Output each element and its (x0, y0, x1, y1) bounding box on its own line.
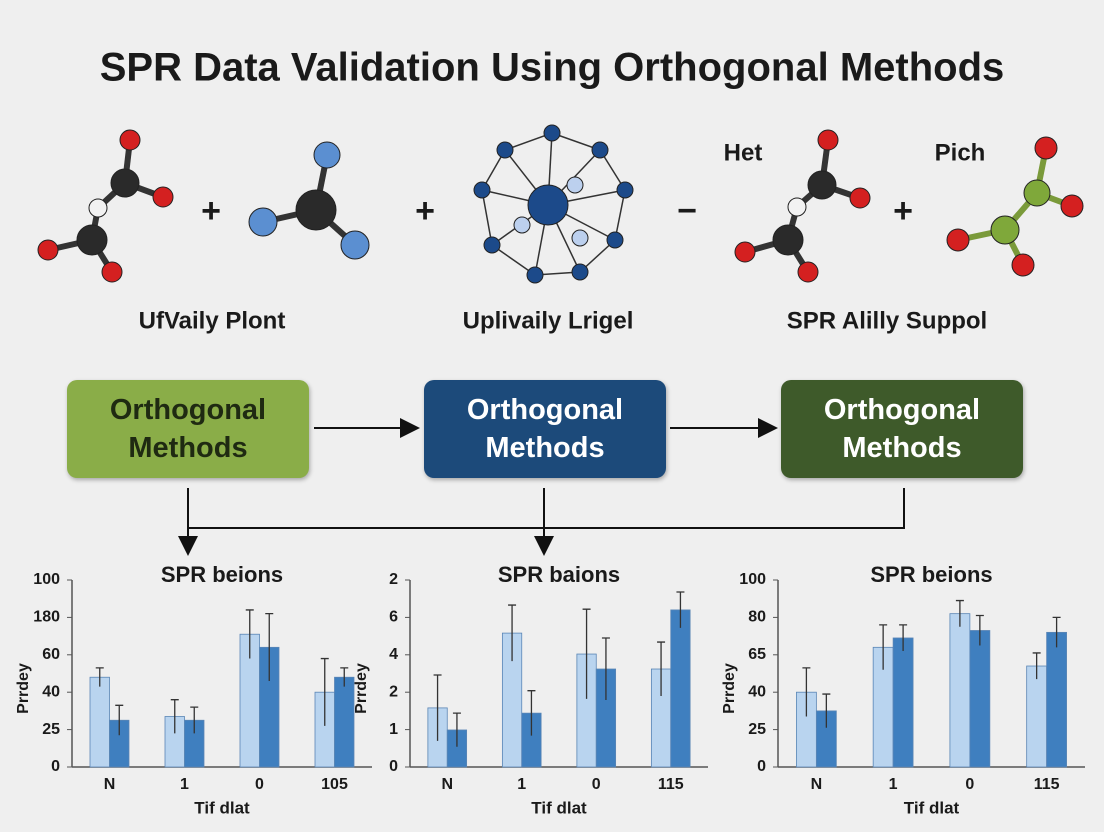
error-bar (601, 637, 610, 701)
bar (969, 630, 991, 768)
x-tick-label: 1 (517, 776, 526, 793)
method-box: Orthogonal Methods (67, 380, 309, 478)
y-tick-label: 0 (757, 758, 766, 775)
y-tick-label: 80 (748, 609, 766, 626)
error-bar (899, 624, 908, 652)
y-tick-label: 4 (389, 646, 398, 663)
error-bar (95, 667, 104, 687)
y-tick-label: 40 (748, 683, 766, 700)
bar (334, 676, 355, 768)
y-tick-label: 0 (51, 758, 60, 775)
y-tick-label: 1 (389, 721, 398, 738)
annotation: Pich (935, 139, 986, 166)
error-bar (433, 674, 442, 741)
method-box: Orthogonal Methods (424, 380, 666, 478)
error-bar (955, 599, 964, 627)
operator: + (415, 192, 435, 230)
atoms (37, 124, 1084, 284)
error-bar (527, 690, 536, 736)
chart-title: SPR beions (870, 562, 992, 587)
error-bar (657, 641, 666, 696)
error-bar (452, 712, 461, 747)
error-bar (320, 657, 329, 726)
error-bar (190, 706, 199, 734)
x-tick-label: 115 (658, 776, 684, 793)
error-bar (676, 591, 685, 628)
error-bar (245, 609, 254, 659)
x-tick-label: 1 (180, 776, 189, 793)
y-tick-label: 100 (739, 571, 766, 588)
molecule-label: Uplivaily Lrigel (463, 307, 634, 334)
y-tick-label: 40 (42, 683, 60, 700)
x-tick-label: 0 (592, 776, 601, 793)
error-bar (1052, 616, 1061, 648)
error-bar (822, 693, 831, 728)
y-axis-label: Prrdey (721, 663, 738, 714)
y-tick-label: 65 (748, 646, 766, 663)
bar (949, 613, 971, 768)
y-tick-label: 25 (42, 721, 60, 738)
connectors (178, 418, 905, 556)
y-tick-label: 180 (33, 609, 60, 626)
method-box: Orthogonal Methods (781, 380, 1023, 478)
error-bar (508, 604, 517, 662)
error-bar (170, 699, 179, 734)
error-bar (582, 608, 591, 699)
error-bar (975, 614, 984, 646)
bar (89, 676, 110, 768)
y-tick-label: 100 (33, 571, 60, 588)
x-tick-label: N (441, 776, 453, 793)
error-bar (802, 667, 811, 717)
y-tick-label: 2 (389, 571, 398, 588)
error-bar (265, 613, 274, 681)
x-tick-label: N (811, 776, 823, 793)
bar (892, 637, 914, 768)
y-tick-label: 6 (389, 609, 398, 626)
x-tick-label: 0 (255, 776, 264, 793)
x-tick-label: N (104, 776, 116, 793)
y-tick-label: 25 (748, 721, 766, 738)
title: SPR Data Validation Using Orthogonal Met… (100, 46, 1005, 90)
bar (670, 609, 691, 768)
y-tick-label: 2 (389, 683, 398, 700)
error-bar (115, 704, 124, 736)
annotation: Het (724, 139, 763, 166)
bar (1026, 665, 1048, 768)
y-axis-label: Prrdey (353, 663, 370, 714)
error-bar (340, 667, 349, 687)
operator: + (201, 192, 221, 230)
x-axis-label: Tif dlat (531, 798, 587, 817)
error-bar (879, 624, 888, 670)
x-tick-label: 0 (965, 776, 974, 793)
x-tick-label: 1 (889, 776, 898, 793)
chart-title: SPR baions (498, 562, 620, 587)
molecule-label: SPR Alilly Suppol (787, 307, 987, 334)
x-tick-label: 115 (1034, 776, 1060, 793)
y-tick-label: 0 (389, 758, 398, 775)
molecule-label: UfVaily Plont (139, 307, 286, 334)
y-tick-label: 60 (42, 646, 60, 663)
operator: + (893, 192, 913, 230)
operator: − (677, 192, 697, 230)
x-tick-label: 105 (321, 776, 348, 793)
error-bar (1032, 652, 1041, 680)
y-axis-label: Prrdey (15, 663, 32, 714)
bar (1046, 631, 1067, 768)
x-axis-label: Tif dlat (904, 798, 960, 817)
chart-title: SPR beions (161, 562, 283, 587)
x-axis-label: Tif dlat (194, 798, 250, 817)
